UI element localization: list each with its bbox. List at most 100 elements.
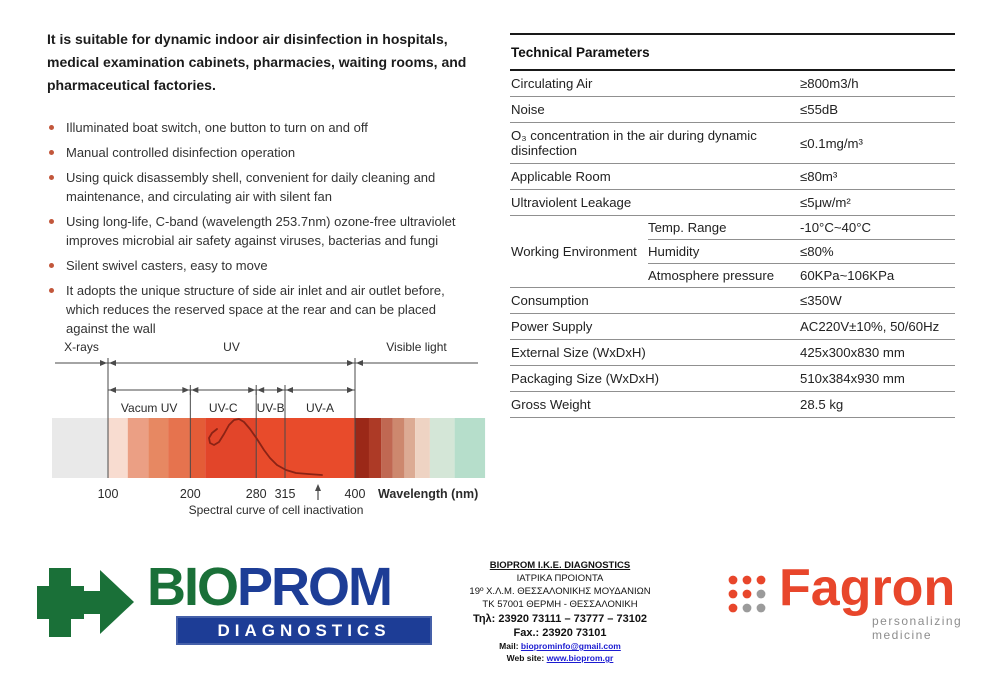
param-value: 60KPa~106KPa [800,268,895,283]
param-value: ≤350W [800,293,842,308]
sub-rows: Temp. Range -10°C~40°C Humidity ≤80% Atm… [648,216,955,287]
contact-company: BIOPROM I.K.E. DIAGNOSTICS [489,560,631,571]
svg-text:Vacum UV: Vacum UV [121,401,177,415]
param-value: 425x300x830 mm [800,345,905,360]
param-value: 510x384x930 mm [800,371,905,386]
svg-text:Wavelength (nm): Wavelength (nm) [378,487,478,501]
fagron-tagline-line2: medicine [872,628,933,642]
website-link[interactable]: www.bioprom.gr [546,653,614,663]
param-name: Noise [511,102,545,117]
table-row: Noise ≤55dB [510,97,955,123]
feature-text: Silent swivel casters, easy to move [66,258,268,273]
table-row: Applicable Room ≤80m³ [510,164,955,190]
list-item: Illuminated boat switch, one button to t… [47,118,479,137]
table-row: Packaging Size (WxDxH) 510x384x930 mm [510,366,955,392]
param-value: ≤5μw/m² [800,195,851,210]
list-item: Manual controlled disinfection operation [47,143,479,162]
contact-mail-line: Mail: bioprominfo@gmail.com [452,641,668,651]
feature-text: Using long-life, C-band (wavelength 253.… [66,214,456,248]
param-value: ≤0.1mg/m³ [800,135,863,151]
param-value: AC220V±10%, 50/60Hz [800,319,940,334]
feature-text: Illuminated boat switch, one button to t… [66,120,368,135]
feature-text: Using quick disassembly shell, convenien… [66,170,436,204]
table-row-group: Working Environment Temp. Range -10°C~40… [510,216,955,288]
website-label: Web site: [506,653,545,663]
bullet-icon [49,219,54,224]
param-name: Gross Weight [511,397,591,412]
param-value: ≤80% [800,244,834,259]
table-row: O₃ concentration in the air during dynam… [510,123,955,164]
list-item: Silent swivel casters, easy to move [47,256,479,275]
svg-text:UV-C: UV-C [209,401,238,415]
contact-web-line: Web site: www.bioprom.gr [452,653,668,663]
mail-label: Mail: [499,641,519,651]
sub-param-name: Atmosphere pressure [648,268,775,283]
contact-phone: Τηλ: 23920 73111 – 73777 – 73102 [472,613,648,625]
fagron-logo-text: Fagron [779,559,956,617]
contact-line: ΙΑΤΡΙΚΑ ΠΡΟΙΟΝΤΑ [516,573,604,584]
bioprom-cross-arrow-icon [36,561,140,662]
contact-block: BIOPROM I.K.E. DIAGNOSTICS ΙΑΤΡΙΚΑ ΠΡΟΙΟ… [452,560,668,663]
fagron-tagline-line1: personalizing [872,614,963,628]
param-name: Consumption [511,293,589,308]
feature-text: Manual controlled disinfection operation [66,145,296,160]
svg-text:Spectral curve of cell inactiv: Spectral curve of cell inactivation [189,503,364,517]
sub-param-name: Temp. Range [648,220,727,235]
sub-param-name: Humidity [648,244,700,259]
fagron-dots-icon [727,574,769,621]
table-row: Consumption ≤350W [510,288,955,314]
bullet-icon [49,175,54,180]
param-name: O₃ concentration in the air during dynam… [511,128,757,158]
param-value: ≥800m3/h [800,76,859,91]
param-name: External Size (WxDxH) [511,345,646,360]
contact-line: 19º Χ.Λ.Μ. ΘΕΣΣΑΛΟΝΙΚΗΣ ΜΟΥΔΑΝΙΩΝ [469,586,651,597]
contact-line: ΤΚ 57001 ΘΕΡΜΗ - ΘΕΣΣΑΛΟΝΙΚΗ [482,599,638,610]
table-row: Ultraviolent Leakage ≤5μw/m² [510,190,955,216]
param-name: Power Supply [511,319,593,334]
param-name: Ultraviolent Leakage [511,195,632,210]
table-row: External Size (WxDxH) 425x300x830 mm [510,340,955,366]
param-value: ≤80m³ [800,169,838,184]
table-sub-row: Temp. Range -10°C~40°C [648,216,955,240]
param-name: Working Environment [511,244,637,259]
svg-text:400: 400 [345,487,366,501]
bullet-icon [49,125,54,130]
svg-text:X-rays: X-rays [64,340,99,354]
param-value: ≤55dB [800,102,839,117]
table-row: Circulating Air ≥800m3/h [510,71,955,97]
table-sub-row: Atmosphere pressure 60KPa~106KPa [648,264,955,287]
list-item: It adopts the unique structure of side a… [47,281,479,338]
param-name: Circulating Air [511,76,593,91]
bullet-icon [49,263,54,268]
param-value: 28.5 kg [800,397,844,412]
svg-text:315: 315 [275,487,296,501]
contact-fax: Fax.: 23920 73101 [513,627,607,639]
table-sub-row: Humidity ≤80% [648,240,955,264]
uv-spectrum-diagram: X-rays UV Visible light Vacum UV UV-C UV-B UV-… [38,333,490,528]
table-row: Gross Weight 28.5 kg [510,392,955,418]
feature-text: It adopts the unique structure of side a… [66,283,445,336]
intro-paragraph: It is suitable for dynamic indoor air di… [47,31,467,93]
table-title: Technical Parameters [510,35,955,71]
technical-parameters-table: Technical Parameters Circulating Air ≥80… [510,33,955,418]
bullet-icon [49,150,54,155]
diagnostics-banner: DIAGNOSTICS [176,616,432,645]
svg-text:UV: UV [223,340,240,354]
svg-text:Visible light: Visible light [386,340,447,354]
param-value: -10°C~40°C [800,220,872,235]
bullet-icon [49,288,54,293]
bioprom-logo-text: BIOPROM [147,557,393,617]
bioprom-logo-text-green: BIO [147,557,239,617]
svg-text:280: 280 [246,487,267,501]
table-row: Power Supply AC220V±10%, 50/60Hz [510,314,955,340]
email-link[interactable]: bioprominfo@gmail.com [520,641,621,651]
list-item: Using long-life, C-band (wavelength 253.… [47,212,479,250]
param-name: Packaging Size (WxDxH) [511,371,660,386]
fagron-tagline: personalizing medicine [872,614,962,642]
param-name: Applicable Room [511,169,611,184]
feature-list: Illuminated boat switch, one button to t… [47,118,479,344]
svg-text:UV-B: UV-B [257,401,285,415]
list-item: Using quick disassembly shell, convenien… [47,168,479,206]
bioprom-logo-text-blue: PROM [237,557,393,617]
